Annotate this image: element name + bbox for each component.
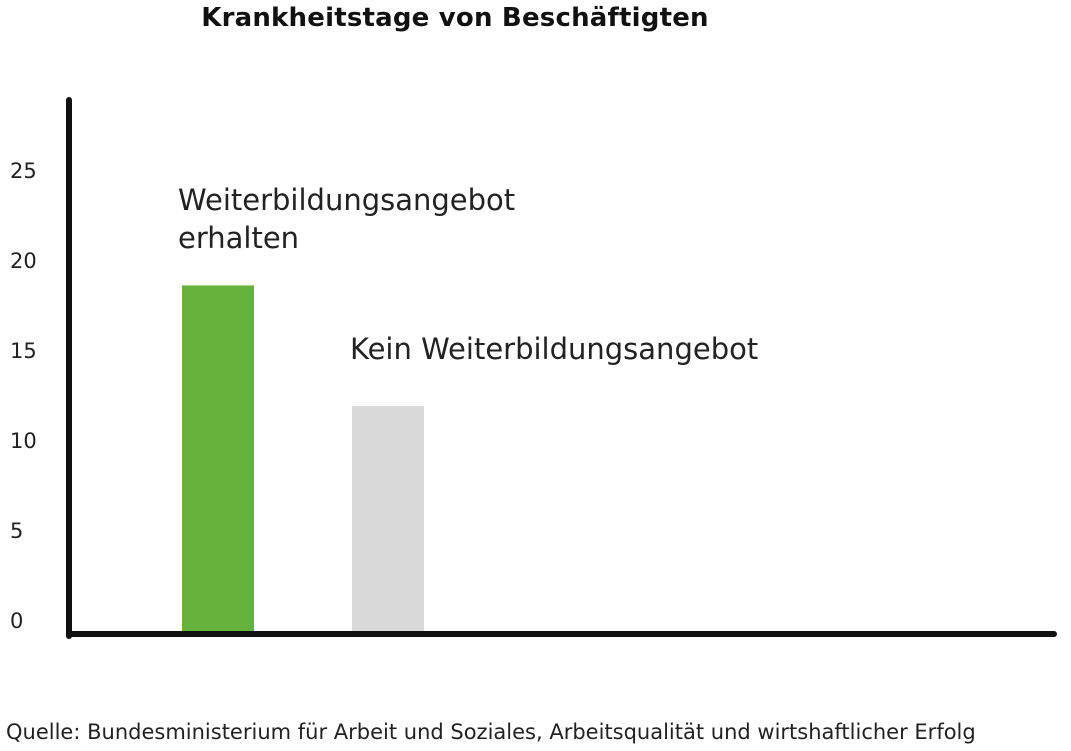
- y-axis-ticks: 0 5 10 15 20 25: [10, 159, 37, 633]
- bar-chart: 0 5 10 15 20 25 Weiterbildungsangebot erhalten…: [10, 97, 1057, 639]
- bar-1: [182, 285, 254, 631]
- bar-2: [352, 406, 424, 631]
- y-tick-label: 20: [10, 249, 37, 273]
- bar-labels: Weiterbildungsangebot erhalten Kein Weiter…: [178, 183, 758, 366]
- bars: [182, 285, 424, 631]
- chart-title: Krankheitstage von Beschäftigten: [201, 3, 709, 33]
- bar-label-2: Kein Weiterbildungsangebot: [350, 332, 758, 366]
- y-tick-label: 0: [10, 609, 23, 633]
- bar-label-1: Weiterbildungsangebot erhalten: [178, 183, 515, 255]
- y-tick-label: 10: [10, 429, 37, 453]
- y-tick-label: 5: [10, 519, 23, 543]
- y-tick-label: 25: [10, 159, 37, 183]
- source-note: Quelle: Bundesministerium für Arbeit und…: [6, 720, 976, 744]
- y-tick-label: 15: [10, 339, 37, 363]
